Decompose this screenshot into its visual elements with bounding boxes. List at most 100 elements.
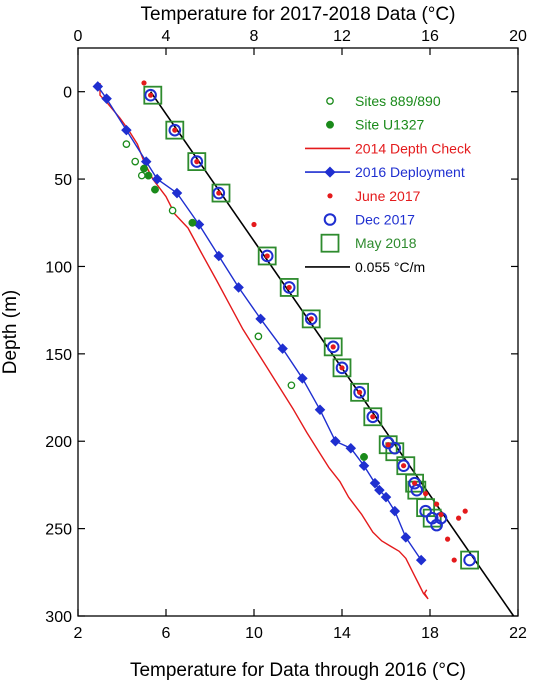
- y-axis-tick-label: 50: [54, 172, 72, 189]
- legend-label: Dec 2017: [355, 212, 415, 228]
- y-axis-tick-label: 0: [63, 85, 72, 102]
- top-axis-tick-label: 12: [333, 28, 351, 45]
- legend-entry: 0.055 °C/m: [305, 259, 425, 275]
- deployment-2016-point: [400, 532, 412, 543]
- dec-2017-point: [190, 155, 204, 168]
- deployment-2016-point: [92, 81, 104, 92]
- legend-entry: Dec 2017: [323, 212, 415, 228]
- deployment-2016-point: [358, 460, 370, 471]
- may-2018-point: [165, 120, 185, 140]
- top-axis-tick-label: 4: [162, 28, 171, 45]
- top-axis-tick-label: 16: [421, 28, 439, 45]
- deployment-2016-point: [151, 173, 163, 185]
- top-axis-tick-label: 20: [509, 28, 527, 45]
- site-u1327-point: [188, 218, 197, 227]
- sites-889-890-point: [254, 332, 263, 341]
- bottom-axis-tick-label: 18: [421, 625, 439, 642]
- y-axis-tick-label: 100: [45, 259, 72, 276]
- may-2018-point: [363, 407, 383, 427]
- june-2017-point: [357, 389, 363, 395]
- legend-swatch: [326, 120, 334, 129]
- june-2017-point: [216, 190, 222, 196]
- june-2017-point: [330, 344, 336, 350]
- sites-889-890-point: [131, 157, 140, 166]
- may-2018-point: [405, 473, 425, 493]
- sites-889-890-point: [287, 381, 296, 390]
- deployment-2016-point: [213, 250, 225, 262]
- dec-2017-point: [212, 186, 226, 200]
- dec-2017-point: [419, 504, 432, 518]
- deployment-2016-point: [101, 93, 112, 104]
- legend-label: May 2018: [355, 235, 417, 251]
- dec-2017-point: [304, 312, 318, 326]
- deployment-2016-point: [277, 343, 288, 354]
- june-2017-point: [401, 463, 407, 469]
- deployment-2016-point: [233, 282, 244, 293]
- deployment-2016-point: [297, 373, 308, 384]
- deployment-2016-point: [415, 554, 427, 566]
- may-2018-point: [143, 85, 163, 105]
- dec-2017-point: [168, 123, 182, 137]
- june-2017-point: [370, 414, 376, 420]
- dec-2017-point: [463, 553, 476, 567]
- top-axis-title: Temperature for 2017-2018 Data (°C): [141, 4, 456, 25]
- may-2018-point: [211, 183, 231, 203]
- legend-entry: May 2018: [320, 233, 417, 253]
- bottom-axis-tick-label: 22: [509, 625, 527, 642]
- y-axis-tick-label: 250: [45, 522, 72, 539]
- may-2018-point: [350, 382, 370, 402]
- deployment-2016-point: [330, 435, 341, 447]
- legend-entry: Site U1327: [326, 117, 424, 133]
- june-2017-point: [339, 365, 345, 371]
- june-2017-point: [434, 501, 440, 507]
- legend-label: June 2017: [355, 188, 421, 204]
- may-2018-point: [257, 246, 277, 266]
- dec-2017-point: [353, 385, 366, 399]
- dec-2017-point: [410, 483, 424, 497]
- site-u1327-series: [140, 164, 368, 461]
- gradient-line: [149, 91, 515, 617]
- legend-label: 2014 Depth Check: [355, 140, 472, 156]
- may-2018-point: [279, 278, 299, 297]
- bottom-axis-tick-label: 6: [162, 625, 171, 642]
- top-axis-tick-label: 8: [250, 28, 259, 45]
- legend-swatch: [324, 166, 336, 178]
- june-2017-point: [451, 557, 457, 563]
- y-axis-tick-label: 150: [45, 347, 72, 364]
- legend-label: Sites 889/890: [355, 93, 441, 109]
- deployment-2016-point: [255, 313, 266, 325]
- bottom-axis-tick-label: 2: [74, 625, 83, 642]
- deployment-2016-point: [121, 124, 132, 136]
- sites-889-890-series: [122, 140, 296, 390]
- top-axis-tick-label: 0: [74, 28, 83, 45]
- plot-frame: [77, 47, 519, 617]
- legend-entry: June 2017: [327, 188, 421, 204]
- site-u1327-point: [151, 185, 159, 194]
- legend-swatch: [326, 97, 334, 105]
- legend-entry: 2014 Depth Check: [305, 140, 472, 156]
- deployment-2016-point: [380, 491, 392, 503]
- june-2017-point: [456, 515, 462, 521]
- bottom-axis-title: Temperature for Data through 2016 (°C): [130, 660, 466, 681]
- sites-889-890-point: [137, 171, 146, 180]
- june-2017-point: [286, 284, 292, 291]
- may-2018-point: [332, 358, 352, 378]
- dec-2017-point: [144, 88, 157, 102]
- dec-2017-point: [282, 281, 296, 294]
- june-2017-point: [385, 442, 391, 448]
- site-u1327-point: [144, 171, 153, 180]
- bottom-axis-tick-label: 14: [333, 625, 351, 642]
- june-2017-point: [148, 92, 154, 98]
- plot-series: [92, 80, 515, 617]
- y-axis-title: Depth (m): [0, 290, 21, 374]
- sites-889-890-point: [168, 206, 177, 215]
- dec-2017-point: [366, 410, 380, 424]
- june-2017-point: [423, 491, 429, 497]
- june-2017-point: [462, 508, 468, 514]
- y-axis-tick-label: 200: [45, 434, 72, 451]
- may-2018-point: [187, 152, 207, 172]
- june-2017-point: [172, 127, 178, 133]
- dec-2017-point: [260, 249, 274, 263]
